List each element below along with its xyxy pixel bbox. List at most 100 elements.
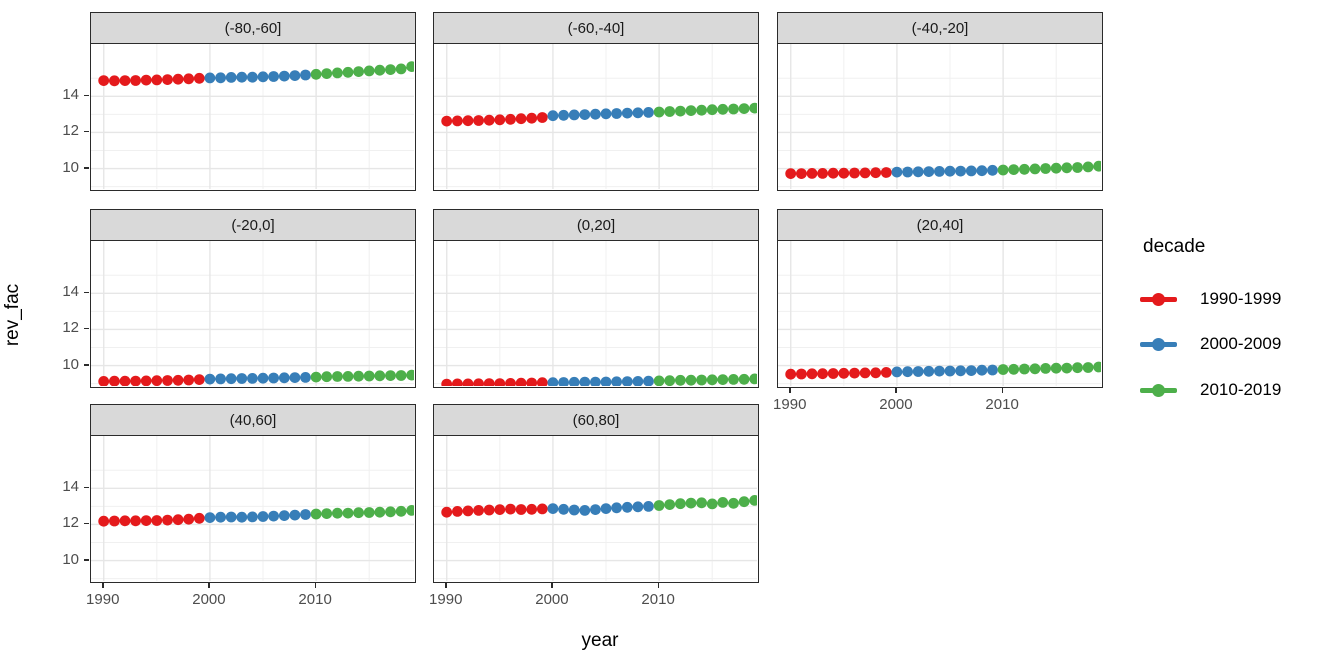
- facet-strip-label: (60,80]: [433, 404, 759, 437]
- legend-item-2000-2009: 2000-2009: [1140, 333, 1281, 355]
- y-axis-title: rev_fac: [2, 283, 23, 347]
- y-axis-tick-mark: [84, 486, 89, 489]
- facet-strip-label: (20,40]: [777, 209, 1103, 242]
- y-axis-tick-mark: [84, 291, 89, 294]
- facet-panel: (-20,0]: [90, 209, 416, 390]
- legend-item-label: 1990-1999: [1200, 289, 1282, 308]
- x-axis-tick-label: 1990: [429, 591, 463, 608]
- legend-item-2010-2019: 2010-2019: [1140, 379, 1281, 401]
- y-axis-tick-label: 10: [62, 355, 79, 373]
- data-series-2000-2009: [547, 375, 654, 386]
- facet-plot-svg: [91, 44, 414, 189]
- data-series-1990-1999: [98, 512, 205, 527]
- panel-plot-area: [433, 240, 759, 388]
- x-axis-tick-label: 2000: [192, 591, 226, 608]
- data-series-1990-1999: [785, 367, 892, 380]
- y-axis-tick-mark: [84, 94, 89, 97]
- y-axis-tick-mark: [84, 167, 89, 169]
- y-axis-tick-label: 14: [62, 86, 79, 104]
- x-axis-tick-mark: [895, 388, 897, 393]
- x-axis-tick-label: 2000: [535, 591, 569, 608]
- facet-plot-svg: [434, 44, 757, 189]
- facet-panel: (-80,-60]: [90, 12, 416, 193]
- legend-item-1990-1999: 1990-1999: [1140, 288, 1281, 310]
- y-axis-tick-label: 12: [62, 514, 79, 532]
- y-axis-tick-label: 10: [62, 550, 79, 568]
- panel-plot-area: [90, 435, 416, 583]
- facet-plot-svg: [778, 44, 1101, 189]
- facet-plot-svg: [434, 436, 757, 581]
- data-series-2000-2009: [891, 364, 998, 378]
- data-series-1990-1999: [98, 374, 205, 386]
- data-series-1990-1999: [441, 377, 548, 386]
- data-series-2010-2019: [653, 495, 757, 511]
- x-axis-tick-mark: [314, 583, 317, 588]
- x-axis-tick-mark: [208, 583, 210, 588]
- facet-strip-label: (-20,0]: [90, 209, 416, 242]
- facet-strip-label: (-60,-40]: [433, 12, 759, 45]
- data-series-2010-2019: [997, 361, 1101, 375]
- facet-plot-svg: [778, 241, 1101, 386]
- facet-panel: (20,40]: [777, 209, 1103, 390]
- panel-plot-area: [433, 43, 759, 191]
- panel-plot-area: [777, 43, 1103, 191]
- x-axis-tick-mark: [445, 583, 447, 588]
- facet-panel: (60,80]: [433, 404, 759, 585]
- data-series-2000-2009: [204, 509, 311, 523]
- facet-strip-label: (-40,-20]: [777, 12, 1103, 45]
- x-axis-tick-label: 2010: [298, 591, 332, 608]
- x-axis-tick-mark: [102, 583, 104, 588]
- x-axis-tick-label: 2000: [879, 396, 913, 413]
- data-series-1990-1999: [441, 503, 548, 518]
- legend-item-label: 2010-2019: [1200, 380, 1282, 399]
- data-series-2010-2019: [997, 160, 1101, 176]
- y-axis-tick-mark: [84, 559, 89, 561]
- legend-item-label: 2000-2009: [1200, 334, 1282, 353]
- y-axis-tick-mark: [84, 522, 89, 525]
- x-axis-tick-label: 1990: [773, 396, 807, 413]
- legend-title: decade: [1143, 236, 1206, 257]
- x-axis-tick-mark: [789, 388, 791, 393]
- data-series-1990-1999: [98, 72, 205, 87]
- data-series-2010-2019: [310, 61, 414, 80]
- x-axis-tick-label: 2010: [641, 591, 675, 608]
- data-series-1990-1999: [785, 167, 892, 179]
- panel-plot-area: [90, 43, 416, 191]
- facet-plot-svg: [91, 241, 414, 386]
- facet-panel: (-40,-20]: [777, 12, 1103, 193]
- y-axis-tick-mark: [84, 364, 89, 366]
- x-axis-tick-label: 2010: [985, 396, 1019, 413]
- facet-panel: (40,60]: [90, 404, 416, 585]
- legend-key-line-dot-icon: [1140, 337, 1177, 352]
- facet-plot-svg: [434, 241, 757, 386]
- x-axis-tick-mark: [657, 583, 660, 588]
- data-series-2010-2019: [653, 102, 757, 118]
- x-axis-tick-mark: [551, 583, 553, 588]
- data-series-2000-2009: [204, 69, 311, 84]
- x-axis-tick-mark: [1001, 388, 1004, 393]
- facet-panel: (-60,-40]: [433, 12, 759, 193]
- x-axis-title: year: [581, 630, 619, 651]
- facet-plot-svg: [91, 436, 414, 581]
- panel-plot-area: [777, 240, 1103, 388]
- facet-strip-label: (-80,-60]: [90, 12, 416, 45]
- data-series-2010-2019: [310, 369, 414, 383]
- data-series-1990-1999: [441, 112, 548, 127]
- data-series-2010-2019: [653, 373, 757, 386]
- x-axis-tick-label: 1990: [86, 591, 120, 608]
- y-axis-tick-label: 14: [62, 478, 79, 496]
- facet-panel: (0,20]: [433, 209, 759, 390]
- y-axis-tick-label: 12: [62, 319, 79, 337]
- facet-strip-label: (0,20]: [433, 209, 759, 242]
- panel-plot-area: [433, 435, 759, 583]
- data-series-2000-2009: [547, 501, 654, 516]
- legend-key-line-dot-icon: [1140, 292, 1177, 307]
- panel-plot-area: [90, 240, 416, 388]
- data-series-2000-2009: [891, 164, 998, 178]
- data-series-2000-2009: [547, 107, 654, 122]
- legend-key-line-dot-icon: [1140, 383, 1177, 398]
- y-axis-tick-label: 14: [62, 283, 79, 301]
- facet-strip-label: (40,60]: [90, 404, 416, 437]
- data-series-2010-2019: [310, 505, 414, 520]
- y-axis-tick-mark: [84, 130, 89, 133]
